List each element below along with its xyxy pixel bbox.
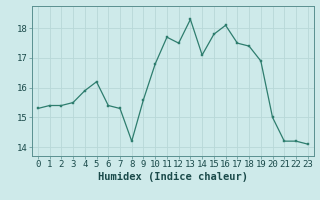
X-axis label: Humidex (Indice chaleur): Humidex (Indice chaleur) bbox=[98, 172, 248, 182]
